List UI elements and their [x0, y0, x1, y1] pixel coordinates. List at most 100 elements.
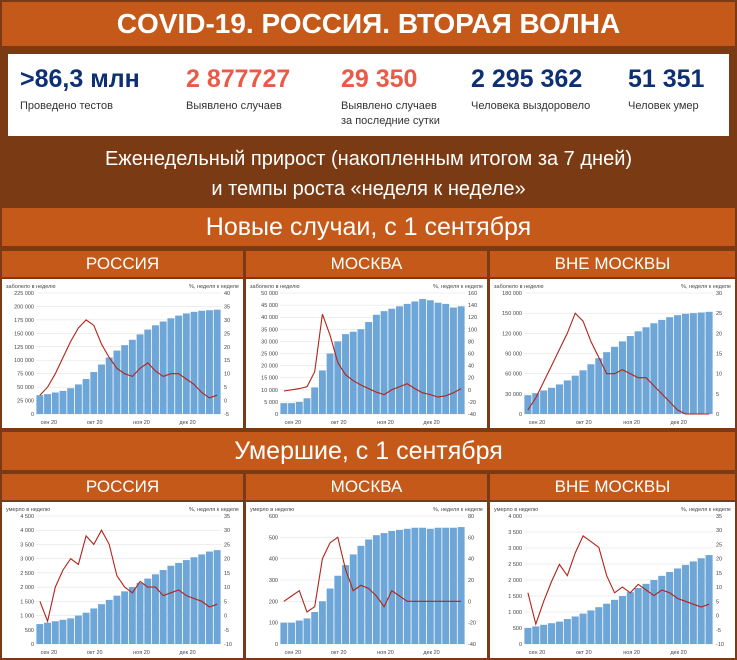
bar [642, 327, 650, 414]
y-axis-label: умерло в неделю [6, 507, 50, 513]
bar [595, 358, 603, 414]
y-tick-label: 0 [31, 412, 34, 418]
bar [113, 595, 121, 644]
bar [611, 346, 619, 414]
y-tick-label: 1 000 [508, 610, 522, 616]
y-tick-label: 0 [519, 642, 522, 648]
column-russia-cases: РОССИЯ [2, 251, 243, 277]
x-tick-label: сен 20 [285, 650, 302, 656]
bar [175, 562, 183, 644]
y2-tick-label: 10 [224, 585, 230, 591]
y-tick-label: 5 000 [264, 400, 278, 406]
bar [540, 390, 548, 414]
y2-tick-label: 15 [716, 571, 722, 577]
y2-tick-label: 30 [224, 528, 230, 534]
y2-tick-label: 60 [468, 352, 474, 358]
y-tick-label: 50 000 [17, 385, 34, 391]
y-tick-label: 2 000 [20, 585, 34, 591]
x-tick-label: сен 20 [41, 650, 58, 656]
bar [388, 530, 396, 644]
stat-cases-label: Выявлено случаев [186, 100, 282, 112]
y2-tick-label: 120 [468, 315, 477, 321]
bar [524, 395, 532, 414]
y-tick-label: 4 000 [508, 514, 522, 520]
cases-outside-svg: заболело в неделю %, неделя к неделе 180 0… [494, 284, 731, 426]
bar [128, 587, 136, 644]
bar [634, 331, 642, 414]
bar [318, 601, 326, 644]
stat-tests-label: Проведено тестов [20, 100, 113, 112]
y-tick-label: 500 [269, 535, 278, 541]
y-tick-label: 0 [31, 642, 34, 648]
y2-tick-label: 0 [716, 614, 719, 620]
y2-tick-label: 80 [468, 514, 474, 520]
bar [457, 527, 465, 644]
bar [587, 610, 595, 644]
y2-tick-label: 0 [224, 614, 227, 620]
bar [311, 387, 319, 414]
y2-axis-label: %, неделя к неделе [681, 284, 731, 290]
bar [51, 392, 59, 414]
chart-cases-outside: заболело в неделю %, неделя к неделе 180 0… [490, 279, 735, 428]
page-title: COVID-19. РОССИЯ. ВТОРАЯ ВОЛНА [2, 2, 735, 46]
x-tick-label: окт 20 [331, 650, 347, 656]
y2-tick-label: 0 [468, 388, 471, 394]
bar [159, 570, 167, 644]
bar [105, 357, 113, 414]
y2-tick-label: 30 [224, 318, 230, 324]
y-tick-label: 500 [513, 626, 522, 632]
y2-tick-label: 15 [716, 352, 722, 358]
y-tick-label: 1 500 [508, 594, 522, 600]
y2-tick-label: 40 [468, 364, 474, 370]
bar [457, 306, 465, 414]
bar [626, 336, 634, 414]
y-tick-label: 200 [269, 599, 278, 605]
y2-tick-label: 30 [716, 528, 722, 534]
bar [59, 390, 67, 414]
y2-tick-label: 60 [468, 535, 474, 541]
bar [642, 583, 650, 644]
stat-deaths: 51 351 Человек умер [628, 64, 704, 114]
x-tick-label: ноя 20 [133, 650, 150, 656]
bar [36, 624, 44, 644]
y-tick-label: 60 000 [505, 372, 522, 378]
y2-tick-label: -10 [224, 642, 232, 648]
bar [82, 612, 90, 644]
y-tick-label: 225 000 [14, 291, 34, 297]
growth-rate-line [527, 535, 710, 627]
y-tick-label: 3 500 [20, 542, 34, 548]
y-tick-label: 100 [269, 621, 278, 627]
growth-rate-line [39, 319, 218, 399]
x-tick-label: ноя 20 [377, 650, 394, 656]
x-tick-label: сен 20 [529, 420, 546, 426]
y2-axis-label: %, неделя к неделе [189, 507, 239, 513]
bar [388, 308, 396, 414]
stat-cases: 2 877727 Выявлено случаев [186, 64, 290, 114]
bar [144, 578, 152, 644]
bar [705, 555, 713, 644]
bar [105, 599, 113, 644]
x-tick-label: ноя 20 [133, 420, 150, 426]
bar [342, 565, 349, 644]
y2-tick-label: 5 [224, 385, 227, 391]
y-axis-label: заболело в неделю [6, 284, 55, 290]
bar [426, 528, 434, 644]
stat-tests-value: >86,3 млн [20, 65, 140, 93]
y-tick-label: 150 000 [502, 311, 522, 317]
bar [74, 384, 82, 414]
y-tick-label: 4 500 [20, 514, 34, 520]
y2-tick-label: 25 [224, 331, 230, 337]
y2-axis-label: %, неделя к неделе [189, 284, 239, 290]
y2-tick-label: 40 [224, 291, 230, 297]
x-tick-label: дек 20 [423, 650, 439, 656]
y2-tick-label: 25 [716, 542, 722, 548]
y2-tick-label: 0 [224, 399, 227, 405]
y-tick-label: 2 000 [508, 578, 522, 584]
bar [372, 314, 380, 414]
column-outside-cases: ВНЕ МОСКВЫ [490, 251, 735, 277]
bar [532, 393, 540, 414]
x-tick-label: сен 20 [529, 650, 546, 656]
bar [311, 612, 319, 644]
subtitle: Еженедельный прирост (накопленным итогом… [2, 144, 735, 206]
y-tick-label: 150 000 [14, 331, 34, 337]
